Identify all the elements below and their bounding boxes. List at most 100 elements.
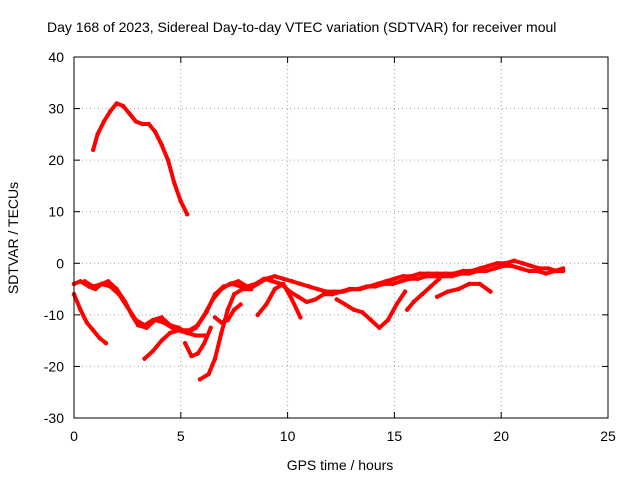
series-5-point-5 <box>185 330 190 336</box>
series-4-point-5 <box>125 304 130 310</box>
series-12-point-3 <box>467 281 472 287</box>
series-4-point-6 <box>133 317 139 323</box>
series-4-point-27 <box>313 297 318 302</box>
series-2-point-55 <box>528 263 534 269</box>
y-tick-label-1: -20 <box>44 358 64 374</box>
series-12-point-1 <box>445 289 450 294</box>
x-tick-label-4: 20 <box>493 428 509 444</box>
x-tick-label-5: 25 <box>600 428 616 444</box>
series-5-point-1 <box>150 348 156 354</box>
series-4-point-48 <box>492 266 497 271</box>
series-4-point-55 <box>552 268 557 274</box>
y-tick-label-3: 0 <box>56 255 64 271</box>
series-9-point-3 <box>281 281 286 287</box>
series-9-point-2 <box>272 286 277 292</box>
x-tick-label-1: 5 <box>177 428 185 444</box>
series-1-point-7 <box>133 119 139 124</box>
series-2-point-28 <box>298 281 303 287</box>
series-4-point-47 <box>484 268 489 274</box>
series-2-point-30 <box>315 286 320 292</box>
series-7-point-6 <box>240 286 245 292</box>
series-4-point-53 <box>535 268 540 274</box>
series-4-point-49 <box>501 263 506 269</box>
series-10-point-5 <box>377 325 382 330</box>
series-8-point-2 <box>225 317 230 323</box>
series-1-point-5 <box>120 103 126 109</box>
series-8-point-3 <box>232 307 237 312</box>
series-7-point-3 <box>219 330 224 336</box>
series-1-point-4 <box>114 101 119 106</box>
series-line-9 <box>255 281 303 320</box>
series-4-point-52 <box>526 268 532 274</box>
series-7-point-7 <box>249 286 254 292</box>
series-5-point-6 <box>193 333 198 338</box>
series-2-point-42 <box>417 271 423 276</box>
series-7-point-2 <box>212 356 218 361</box>
series-9-point-5 <box>298 315 303 320</box>
series-4-point-16 <box>219 286 224 292</box>
series-2-point-29 <box>306 284 312 289</box>
series-11-point-4 <box>437 276 442 281</box>
series-4-point-15 <box>210 297 215 302</box>
series-8-point-0 <box>212 315 218 320</box>
series-4-point-26 <box>304 299 309 305</box>
series-2-point-53 <box>511 258 517 263</box>
series-6-point-2 <box>195 351 201 356</box>
series-4-point-2 <box>99 281 105 287</box>
series-7-point-0 <box>197 377 203 382</box>
series-11-point-1 <box>411 299 416 305</box>
series-2-point-57 <box>546 266 551 271</box>
series-4-point-17 <box>227 281 233 287</box>
series-3-point-4 <box>97 335 102 341</box>
series-1-point-0 <box>91 147 96 152</box>
series-7-point-1 <box>206 372 211 377</box>
series-4-point-4 <box>116 292 122 297</box>
series-2-point-27 <box>289 279 295 284</box>
series-4-point-44 <box>458 271 463 276</box>
series-4-point-14 <box>202 312 207 318</box>
series-5-point-4 <box>176 328 181 333</box>
y-axis-label: SDTVAR / TECUs <box>5 182 21 294</box>
series-4-point-45 <box>467 271 472 276</box>
y-tick-label-4: 10 <box>48 204 64 220</box>
series-9-point-0 <box>255 312 260 318</box>
series-4-point-46 <box>475 268 480 274</box>
series-4-point-56 <box>560 266 566 271</box>
y-tick-label-7: 40 <box>48 49 64 65</box>
series-2-point-26 <box>281 276 286 281</box>
series-4-point-42 <box>441 274 446 279</box>
series-4-point-0 <box>82 279 87 284</box>
series-1-point-6 <box>127 111 132 116</box>
series-4-point-20 <box>253 281 258 287</box>
series-9-point-1 <box>264 302 269 307</box>
series-4-point-32 <box>355 286 361 292</box>
series-5-point-0 <box>142 356 147 361</box>
plot-frame <box>73 56 609 419</box>
series-3-point-1 <box>78 307 83 312</box>
series-line-4 <box>82 263 566 335</box>
series-4-point-18 <box>236 279 241 284</box>
series-4-point-36 <box>390 281 395 287</box>
series-11-point-2 <box>420 292 425 297</box>
y-tick-label-2: -10 <box>44 307 64 323</box>
series-3-point-5 <box>103 341 109 346</box>
x-axis-label: GPS time / hours <box>287 457 394 473</box>
series-4-point-33 <box>364 284 369 289</box>
series-10-point-7 <box>394 302 399 307</box>
series-2-point-25 <box>272 274 277 279</box>
chart-title: Day 168 of 2023, Sidereal Day-to-day VTE… <box>47 19 556 35</box>
series-6-point-4 <box>208 325 213 330</box>
series-6-point-1 <box>189 353 194 359</box>
series-11-point-3 <box>428 284 433 289</box>
series-2-point-50 <box>486 263 491 269</box>
series-12-point-4 <box>477 281 482 287</box>
series-6-point-0 <box>182 341 188 346</box>
series-3-point-3 <box>91 328 96 333</box>
series-7-point-5 <box>232 292 237 297</box>
series-1-point-1 <box>95 132 100 137</box>
x-tick-label-0: 0 <box>70 428 78 444</box>
series-4-point-30 <box>338 289 344 294</box>
series-2-point-39 <box>392 276 397 281</box>
series-7-point-4 <box>225 307 230 312</box>
